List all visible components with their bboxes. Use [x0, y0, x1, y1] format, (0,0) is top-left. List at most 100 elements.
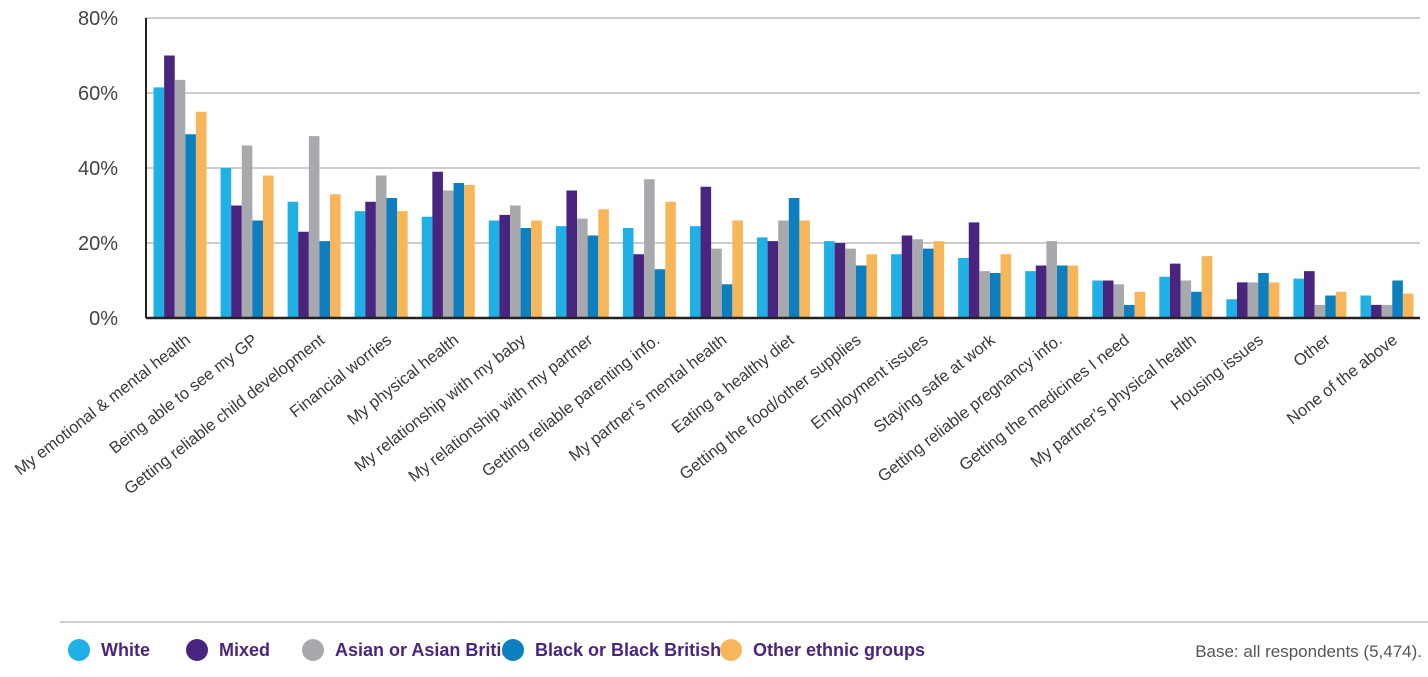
bar — [665, 201, 676, 318]
bar — [252, 220, 263, 318]
bar — [432, 171, 443, 318]
bar — [319, 241, 331, 319]
bar — [365, 201, 376, 318]
bar — [788, 198, 800, 318]
legend: White Mixed Asian or Asian British Black or… — [68, 639, 925, 661]
bar — [834, 243, 846, 318]
bar — [287, 201, 299, 318]
bar — [1000, 254, 1012, 318]
bar — [241, 145, 253, 318]
bar — [1102, 280, 1114, 318]
bar — [799, 220, 810, 318]
legend-swatch — [302, 639, 324, 661]
bar — [1191, 291, 1202, 318]
bar — [587, 235, 599, 318]
bar — [531, 220, 542, 318]
bar — [1035, 265, 1047, 318]
bar — [644, 179, 655, 318]
bar — [700, 186, 712, 318]
bar — [464, 184, 475, 319]
bar — [721, 284, 733, 318]
bar — [654, 269, 666, 318]
bar — [891, 254, 902, 318]
base-note: Base: all respondents (5,474). — [1195, 642, 1422, 661]
bar — [979, 271, 990, 319]
bar — [958, 258, 969, 318]
bar — [1092, 280, 1103, 318]
bar — [354, 211, 366, 319]
bar — [757, 237, 768, 319]
bar — [1293, 278, 1305, 319]
x-tick-label: None of the above — [1284, 331, 1401, 428]
y-tick-label: 40% — [78, 158, 118, 180]
bar — [1325, 295, 1336, 318]
x-tick-label: Other — [1290, 331, 1334, 371]
bar — [1169, 263, 1181, 319]
bar — [711, 248, 722, 319]
bar — [1268, 282, 1280, 319]
bar — [732, 220, 743, 318]
bar — [912, 239, 923, 318]
y-tick-label: 60% — [78, 83, 118, 105]
bar — [1371, 304, 1382, 319]
bar — [375, 175, 387, 318]
bar — [1258, 273, 1269, 318]
bar — [1180, 280, 1192, 318]
legend-swatch — [720, 639, 742, 661]
bar — [164, 55, 175, 318]
y-tick-label: 0% — [89, 308, 118, 330]
bar — [633, 254, 645, 318]
bar — [989, 273, 1001, 318]
bar — [1067, 265, 1079, 318]
bar — [298, 231, 309, 318]
bar — [185, 134, 196, 318]
bar — [262, 175, 274, 318]
bar — [1159, 276, 1170, 318]
legend-swatch — [186, 639, 208, 661]
bar — [598, 209, 609, 318]
bar — [499, 214, 510, 319]
bar — [1381, 304, 1393, 319]
legend-label: Black or Black British — [535, 640, 721, 660]
bar — [442, 190, 454, 318]
bar — [1046, 241, 1058, 319]
bar — [1402, 293, 1414, 319]
bar — [901, 235, 913, 318]
bar — [174, 79, 186, 319]
bar — [453, 183, 465, 318]
axes — [145, 18, 1420, 320]
bar — [622, 228, 634, 318]
bar — [1304, 271, 1315, 319]
legend-swatch — [68, 639, 90, 661]
bar — [824, 241, 835, 319]
legend-label: Other ethnic groups — [753, 640, 925, 660]
bar — [778, 220, 789, 318]
bar — [577, 218, 588, 319]
legend-label: Asian or Asian British — [335, 640, 522, 660]
bar — [330, 194, 341, 318]
bar — [1025, 271, 1036, 319]
bar — [767, 241, 779, 319]
bar — [855, 265, 867, 318]
bar — [488, 220, 500, 318]
bar — [566, 190, 578, 318]
bar — [421, 216, 433, 318]
bar — [1113, 284, 1125, 318]
bars — [153, 55, 1414, 319]
y-tick-label: 20% — [78, 233, 118, 255]
legend-label: White — [101, 640, 150, 660]
x-tick-label: My physical health — [344, 331, 462, 429]
y-tick-labels: 0% 20% 40% 60% 80% — [78, 8, 118, 330]
bar — [397, 211, 408, 319]
bar — [386, 198, 398, 318]
bar — [1392, 280, 1403, 318]
bar — [308, 136, 320, 319]
x-tick-label: Eating a healthy diet — [669, 331, 798, 437]
bar — [968, 222, 980, 319]
bar — [555, 226, 567, 319]
bar — [922, 248, 934, 319]
bar — [1335, 291, 1347, 318]
bar — [1236, 282, 1248, 319]
bar — [1124, 304, 1135, 319]
